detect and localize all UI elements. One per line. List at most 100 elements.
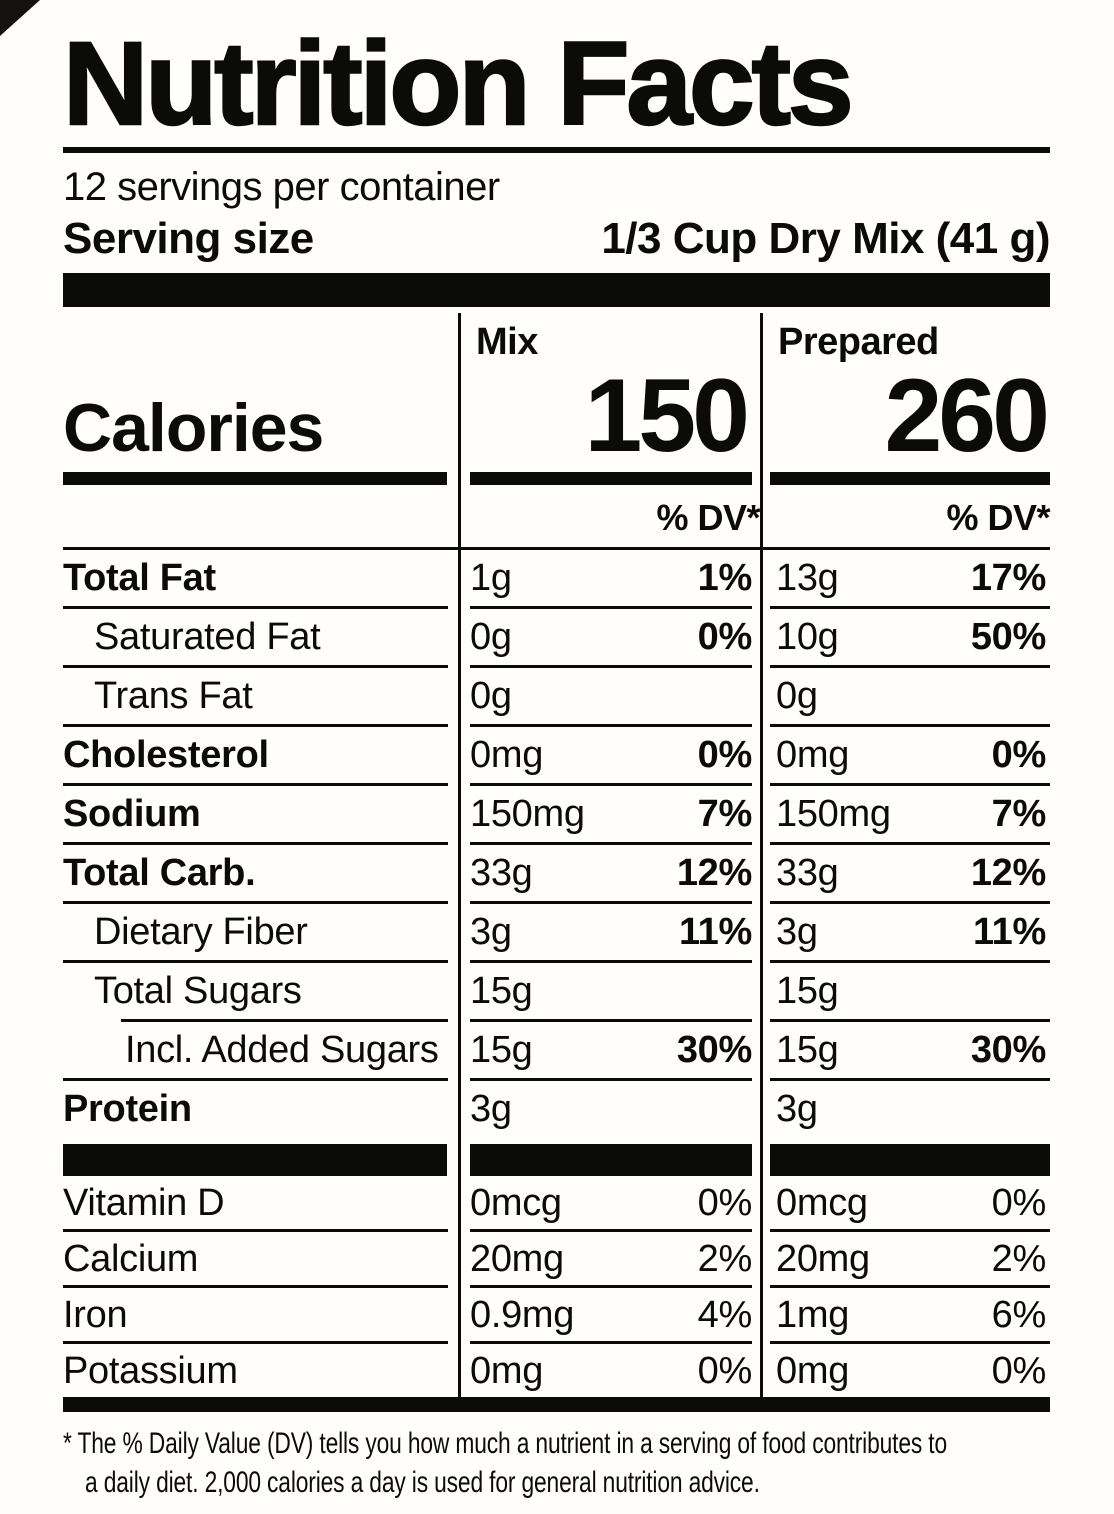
nutrient-amount-mix: 0g: [470, 675, 512, 718]
vitamin-row-iron: Iron 0.9mg 4% 1mg 6%: [63, 1288, 1050, 1345]
footnote-line2: a daily diet. 2,000 calories a day is us…: [85, 1465, 760, 1499]
prepared-cell: 150mg 7%: [760, 786, 1050, 846]
nutrient-amount-prepared: 13g: [776, 557, 839, 600]
dv-header-mix: % DV*: [656, 497, 760, 539]
mix-cell: 1g 1%: [458, 550, 760, 610]
column-header-row: Mix Prepared: [63, 307, 1050, 364]
column-header-spacer: [63, 307, 458, 364]
vitamin-amount-mix: 0.9mg: [470, 1294, 575, 1337]
column-divider-prepared: [760, 313, 763, 1398]
nutrient-row-dietary-fiber: Dietary Fiber 3g 11% 3g 11%: [63, 904, 1050, 964]
nutrient-amount-mix: 150mg: [470, 793, 585, 836]
nutrient-row-trans-fat: Trans Fat 0g 0g: [63, 668, 1050, 728]
vitamin-dv-prepared: 2%: [991, 1238, 1047, 1281]
vitamin-dv-prepared: 0%: [991, 1350, 1047, 1393]
nutrient-amount-prepared: 15g: [776, 970, 839, 1013]
mix-cell: 33g 12%: [458, 845, 760, 905]
nutrient-label: Dietary Fiber: [63, 904, 458, 964]
footnote-line1: * The % Daily Value (DV) tells you how m…: [63, 1427, 947, 1461]
mix-cell: 3g: [458, 1081, 760, 1140]
vitamin-dv-mix: 2%: [697, 1238, 753, 1281]
mix-cell: 0mcg 0%: [458, 1176, 760, 1233]
dv-header-row: % DV* % DV*: [63, 485, 1050, 547]
vitamin-row-vitamin-d: Vitamin D 0mcg 0% 0mcg 0%: [63, 1176, 1050, 1233]
calories-label: Calories: [63, 390, 324, 467]
nutrient-row-saturated-fat: Saturated Fat 0g 0% 10g 50%: [63, 609, 1050, 669]
nutrient-label: Trans Fat: [63, 668, 458, 728]
dv-header-prepared: % DV*: [946, 497, 1050, 539]
prepared-cell: 0g: [760, 668, 1050, 728]
mix-cell: 20mg 2%: [458, 1232, 760, 1289]
prepared-cell: 1mg 6%: [760, 1288, 1050, 1345]
footnote: * The % Daily Value (DV) tells you how m…: [63, 1425, 1049, 1501]
calories-value-mix: 150: [584, 358, 750, 475]
serving-size-row: Serving size 1/3 Cup Dry Mix (41 g): [63, 214, 1050, 264]
vitamin-row-potassium: Potassium 0mg 0% 0mg 0%: [63, 1344, 1050, 1397]
nutrient-amount-prepared: 33g: [776, 852, 839, 895]
nutrient-dv-prepared: 50%: [970, 616, 1046, 659]
nutrient-dv-mix: 30%: [676, 1029, 752, 1072]
nutrition-facts-label: Nutrition Facts 12 servings per containe…: [62, 18, 1051, 1501]
column-header-prepared: Prepared: [778, 321, 939, 364]
calories-underline-row: [63, 472, 1050, 486]
nutrient-row-sodium: Sodium 150mg 7% 150mg 7%: [63, 786, 1050, 846]
mix-cell: 0mg 0%: [458, 1344, 760, 1397]
nutrient-dv-prepared: 17%: [970, 557, 1046, 600]
prepared-cell: 13g 17%: [760, 550, 1050, 610]
vitamin-dv-mix: 4%: [697, 1294, 753, 1337]
bar-segment-mix: [470, 1144, 752, 1177]
nutrient-dv-mix: 7%: [697, 793, 753, 836]
nutrient-dv-mix: 11%: [678, 911, 752, 954]
mix-cell: 3g 11%: [458, 904, 760, 964]
nutrient-amount-mix: 0mg: [470, 734, 544, 777]
nutrient-label: Protein: [63, 1088, 192, 1131]
vitamin-label: Potassium: [63, 1350, 238, 1393]
vitamin-amount-prepared: 0mcg: [776, 1182, 868, 1225]
nutrient-amount-prepared: 150mg: [776, 793, 891, 836]
calories-underline-prepared: [770, 472, 1050, 486]
calories-underline-label: [63, 472, 447, 486]
nutrient-dv-mix: 0%: [697, 616, 753, 659]
prepared-cell: 3g 11%: [760, 904, 1050, 964]
nutrient-amount-mix: 0g: [470, 616, 512, 659]
title-rule: [63, 147, 1050, 154]
nutrient-row-total-fat: Total Fat 1g 1% 13g 17%: [63, 550, 1050, 610]
column-header-mix: Mix: [476, 321, 538, 364]
mix-cell: 0.9mg 4%: [458, 1288, 760, 1345]
nutrient-dv-prepared: 0%: [991, 734, 1047, 777]
prepared-cell: 0mcg 0%: [760, 1176, 1050, 1233]
prepared-cell: 20mg 2%: [760, 1232, 1050, 1289]
nutrient-amount-mix: 1g: [470, 557, 512, 600]
nutrient-label: Saturated Fat: [63, 609, 458, 669]
nutrient-label: Total Fat: [63, 550, 458, 610]
nutrient-dv-mix: 0%: [697, 734, 753, 777]
nutrient-dv-prepared: 30%: [970, 1029, 1046, 1072]
nutrient-amount-prepared: 0g: [776, 675, 818, 718]
prepared-cell: 15g: [760, 963, 1050, 1023]
thick-divider-bar-top: [63, 273, 1050, 308]
serving-size-value: 1/3 Cup Dry Mix (41 g): [601, 214, 1050, 264]
nutrient-amount-mix: 33g: [470, 852, 533, 895]
bar-segment-label: [63, 1144, 447, 1177]
prepared-cell: 15g 30%: [760, 1022, 1050, 1082]
nutrient-amount-prepared: 15g: [776, 1029, 839, 1072]
calories-value-prepared: 260: [884, 358, 1050, 475]
vitamin-amount-prepared: 0mg: [776, 1350, 850, 1393]
vitamin-dv-prepared: 0%: [991, 1182, 1047, 1225]
mix-cell: 15g: [458, 963, 760, 1023]
calories-row: Calories 150 260: [63, 364, 1050, 468]
nutrient-amount-mix: 3g: [470, 1088, 512, 1131]
column-divider-mix: [458, 313, 461, 1398]
nutrient-dv-prepared: 7%: [991, 793, 1047, 836]
mix-cell: 15g 30%: [458, 1022, 760, 1082]
nutrient-amount-mix: 3g: [470, 911, 512, 954]
vitamin-label: Vitamin D: [63, 1176, 458, 1233]
nutrient-amount-prepared: 0mg: [776, 734, 850, 777]
nutrition-table: Mix Prepared Calories 150 260 % DV* % DV…: [63, 307, 1051, 1398]
bar-segment-prepared: [770, 1144, 1050, 1177]
nutrient-row-added-sugars: Incl. Added Sugars 15g 30% 15g 30%: [63, 1022, 1050, 1082]
nutrition-facts-title: Nutrition Facts: [62, 18, 855, 150]
nutrient-label: Incl. Added Sugars: [63, 1022, 458, 1082]
nutrient-dv-prepared: 11%: [972, 911, 1046, 954]
